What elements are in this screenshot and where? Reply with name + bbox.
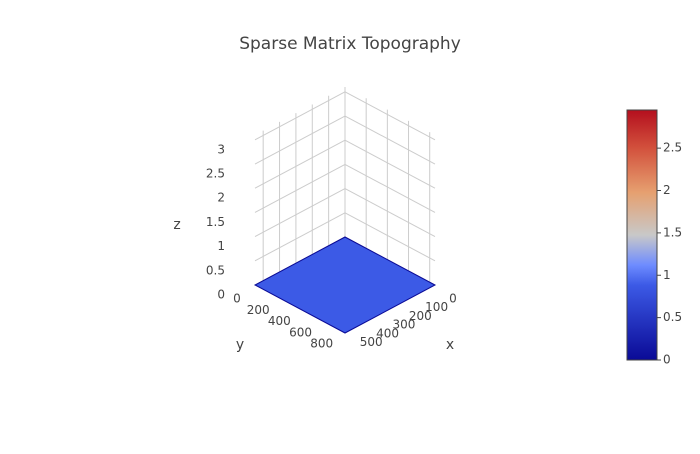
z-grid-line (344, 163, 436, 213)
z-tick-label: 0.5 (206, 263, 225, 277)
x-tick-label: 0 (449, 292, 457, 306)
colorbar-tick-label: 0.5 (663, 310, 682, 324)
z-tick-label: 1.5 (206, 215, 225, 229)
z-tick-label: 3 (217, 142, 225, 156)
y-tick-label: 800 (310, 337, 333, 351)
x-tick-label: 200 (409, 309, 432, 323)
z-grid-line (344, 115, 436, 165)
z-tick-label: 2.5 (206, 167, 225, 181)
y-tick-label: 600 (289, 325, 312, 339)
z-tick-label: 1 (217, 239, 225, 253)
x-tick-label: 300 (392, 318, 415, 332)
y-tick-label: 200 (247, 303, 270, 317)
z-grid-line (344, 188, 436, 238)
colorbar (626, 109, 658, 361)
z-tick-label: 2 (217, 191, 225, 205)
colorbar-tick-label: 1.5 (663, 225, 682, 239)
y-tick-label: 400 (268, 314, 291, 328)
chart-title: Sparse Matrix Topography (239, 34, 461, 54)
z-grid-line (254, 188, 346, 238)
x-axis-label: x (446, 337, 454, 353)
colorbar-tick-label: 0 (663, 353, 671, 367)
z-tick-label: 0 (217, 288, 225, 302)
z-grid-line (344, 139, 436, 189)
x-tick-label: 500 (360, 335, 383, 349)
colorbar-tick-label: 2.5 (663, 141, 682, 155)
z-grid-line (254, 91, 346, 141)
z-grid-line (344, 91, 436, 141)
colorbar-tick-label: 1 (663, 268, 671, 282)
z-axis-label: z (173, 217, 180, 233)
x-tick-label: 400 (376, 326, 399, 340)
x-tick-label: 100 (425, 300, 448, 314)
surface-floor (253, 236, 437, 334)
z-grid-line (254, 163, 346, 213)
colorbar-tick-label: 2 (663, 183, 671, 197)
z-grid-line (254, 212, 346, 262)
z-grid-line (254, 139, 346, 189)
y-tick-label: 0 (233, 292, 241, 306)
z-grid-line (254, 115, 346, 165)
y-axis-label: y (236, 337, 244, 353)
z-grid-line (344, 212, 436, 262)
